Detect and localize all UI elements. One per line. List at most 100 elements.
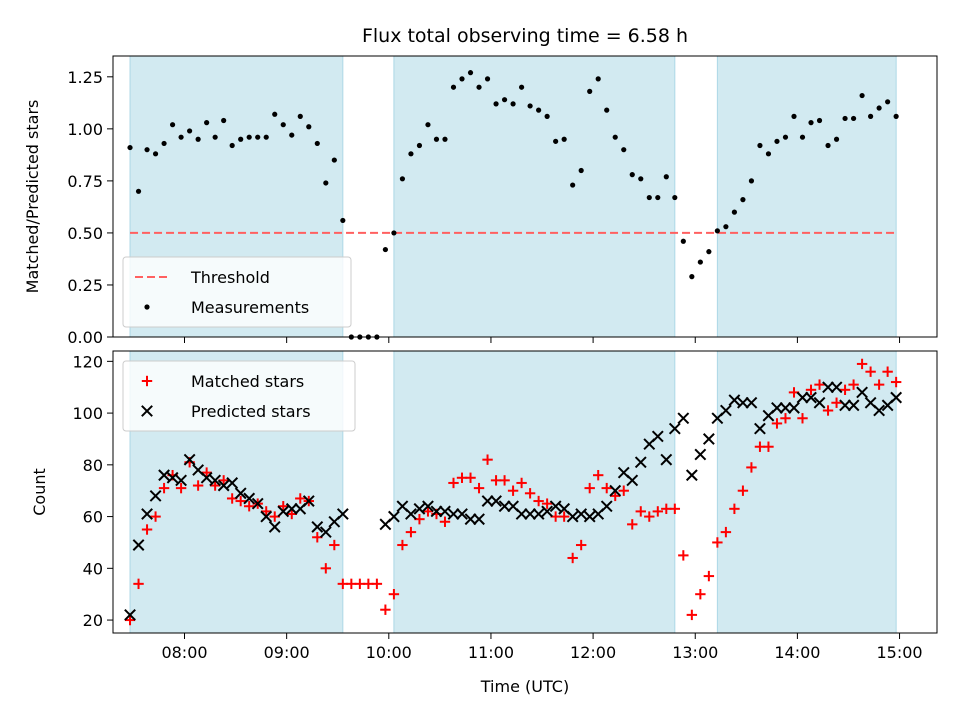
measurements-point-91 — [893, 113, 899, 119]
matched-stars-point-30 — [371, 578, 383, 590]
predicted-stars-point-74 — [779, 402, 792, 414]
measurements-point-89 — [876, 105, 882, 111]
predicted-stars-point-5 — [158, 469, 170, 482]
measurements-point-10 — [204, 120, 210, 126]
predicted-stars-point-53 — [600, 500, 613, 513]
measurements-point-75 — [757, 142, 763, 149]
predicted-stars-point-3 — [141, 508, 153, 520]
measurements-point-85 — [842, 115, 848, 122]
predicted-stars-point-76 — [796, 391, 809, 404]
measurements-point-37 — [433, 136, 440, 142]
y-tick-label: 100 — [72, 404, 103, 423]
measurements-point-17 — [263, 134, 269, 140]
measurements-point-80 — [799, 134, 806, 140]
matched-stars-point-11 — [209, 480, 221, 491]
measurements-point-90 — [885, 99, 891, 105]
x-tick-label: 12:00 — [570, 643, 616, 662]
matched-stars-point-54 — [575, 539, 587, 551]
matched-stars-point-31 — [380, 604, 391, 615]
measurements-point-57 — [604, 107, 610, 113]
matched-stars-point-34 — [405, 526, 417, 538]
measurements-point-12 — [221, 117, 227, 124]
matched-stars-point-50 — [541, 498, 553, 509]
measurements-point-82 — [816, 117, 823, 124]
predicted-stars-point-16 — [251, 497, 264, 510]
top-x-ticks — [184, 337, 901, 343]
matched-stars-point-61 — [635, 506, 646, 517]
top-panel: 0.00 0.25 0.50 0.75 1.00 1.25 Matched/Predict… — [23, 55, 938, 347]
predicted-stars-point-41 — [498, 500, 511, 513]
measurements-point-13 — [229, 142, 235, 149]
legend-label: Threshold — [190, 268, 270, 287]
y-tick-label: 0.25 — [67, 276, 103, 295]
predicted-stars-point-68 — [728, 394, 741, 407]
measurements-point-55 — [587, 88, 593, 94]
measurements-point-50 — [544, 113, 550, 119]
chart-title: Flux total observing time = 6.58 h — [362, 25, 688, 47]
measurements-point-70 — [714, 228, 720, 234]
legend-label: Predicted stars — [191, 402, 311, 421]
predicted-stars-point-14 — [234, 487, 247, 500]
x-tick-label: 15:00 — [876, 643, 922, 662]
y-tick-label: 80 — [83, 456, 103, 475]
matched-stars-point-15 — [243, 501, 255, 512]
predicted-stars-point-32 — [422, 500, 434, 513]
matched-stars-point-32 — [388, 588, 400, 600]
matched-stars-point-3 — [141, 524, 153, 535]
predicted-stars-point-13 — [226, 477, 239, 489]
measurements-point-3 — [144, 147, 150, 153]
predicted-stars-point-70 — [745, 396, 758, 409]
matched-stars-point-90 — [882, 366, 893, 377]
predicted-stars-point-59 — [651, 430, 664, 443]
bottom-x-ticks: 08:00 09:00 10:00 11:00 12:00 13:00 14:00 15:00 — [161, 633, 923, 662]
bottom-panel: 20 40 60 80 100 120 08:00 09:00 10:00 11:00 12:00… — [30, 350, 938, 696]
predicted-stars-point-64 — [694, 448, 707, 461]
matched-stars-point-58 — [610, 490, 621, 502]
predicted-stars-point-61 — [668, 422, 681, 435]
matched-stars-point-46 — [507, 485, 519, 496]
matched-stars-point-52 — [558, 511, 570, 522]
measurements-point-59 — [621, 147, 627, 153]
measurements-point-52 — [561, 136, 567, 142]
predicted-stars-point-79 — [822, 381, 834, 394]
measurements-point-26 — [340, 217, 346, 224]
matched-stars-point-41 — [465, 472, 476, 483]
matched-stars-point-80 — [797, 413, 808, 424]
predicted-stars-point-7 — [175, 474, 188, 487]
predicted-stars-point-49 — [566, 510, 579, 523]
matched-stars-point-59 — [618, 485, 629, 496]
predicted-stars-point-65 — [702, 433, 715, 445]
measurements-point-19 — [280, 122, 286, 128]
matched-stars-point-78 — [780, 413, 791, 424]
matched-stars-point-56 — [593, 469, 604, 481]
top-y-axis-label: Matched/Predicted stars — [23, 100, 42, 294]
predicted-stars-point-47 — [549, 500, 562, 513]
matched-stars-point-89 — [873, 379, 885, 390]
predicted-stars-point-80 — [830, 381, 843, 394]
legend-label: Measurements — [191, 298, 309, 317]
measurements-point-72 — [731, 209, 738, 215]
bottom-y-axis-label: Count — [30, 468, 49, 516]
measurements-point-64 — [663, 174, 669, 180]
matched-stars-point-77 — [771, 418, 783, 429]
measurements-point-2 — [135, 188, 142, 194]
measurements-point-42 — [476, 84, 482, 90]
legend-marker-swatch — [141, 375, 153, 387]
matched-stars-point-5 — [158, 482, 170, 494]
measurements-point-43 — [484, 76, 491, 82]
measurements-point-6 — [169, 122, 176, 128]
measurements-point-47 — [518, 84, 525, 90]
measurements-point-81 — [808, 120, 814, 126]
matched-stars-point-1 — [124, 614, 136, 626]
measurements-point-53 — [570, 182, 576, 188]
x-axis-label: Time (UTC) — [480, 677, 569, 696]
measurements-point-54 — [578, 167, 584, 174]
matched-stars-point-69 — [703, 570, 715, 582]
matched-stars-point-48 — [524, 488, 536, 499]
predicted-stars-point-23 — [311, 521, 324, 533]
matched-stars-point-91 — [890, 376, 902, 388]
measurements-point-51 — [553, 138, 559, 144]
predicted-stars-point-11 — [209, 474, 222, 487]
measurements-point-62 — [646, 194, 652, 201]
